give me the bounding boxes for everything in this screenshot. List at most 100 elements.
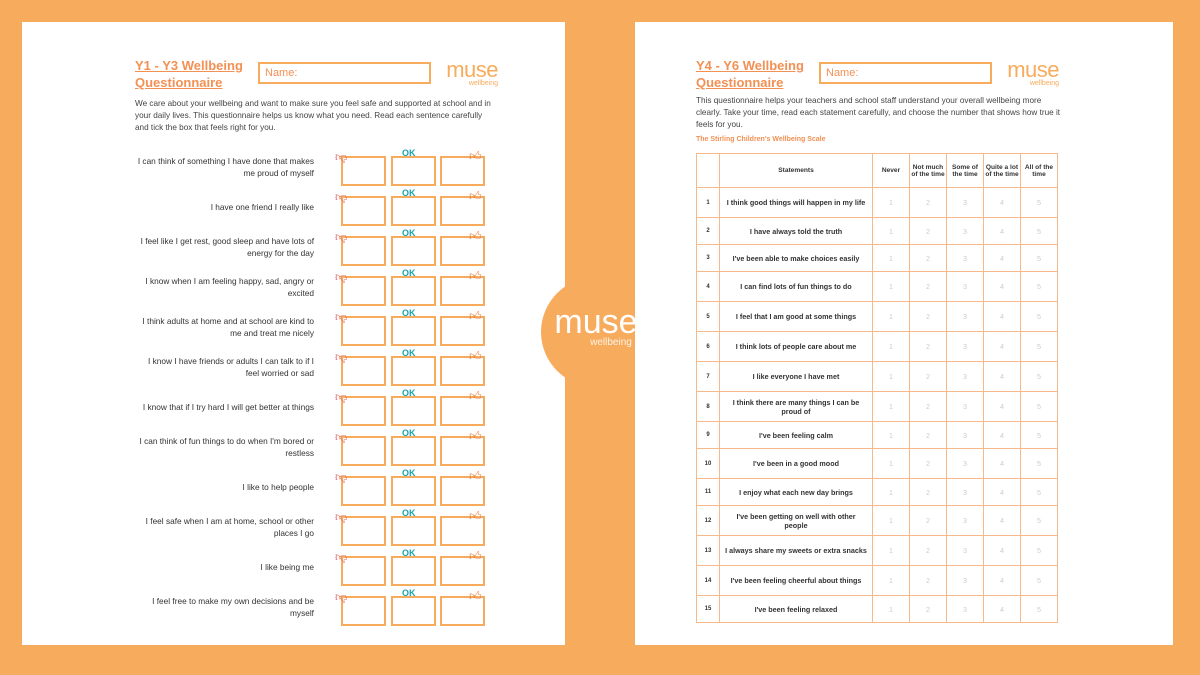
score-option[interactable]: 3 (946, 187, 984, 218)
score-option[interactable]: 4 (983, 478, 1021, 506)
score-option[interactable]: 1 (872, 448, 910, 479)
ok-checkbox[interactable] (391, 396, 436, 426)
disagree-checkbox[interactable] (341, 476, 386, 506)
disagree-checkbox[interactable] (341, 556, 386, 586)
score-option[interactable]: 5 (1020, 331, 1058, 362)
score-option[interactable]: 1 (872, 361, 910, 392)
score-option[interactable]: 3 (946, 244, 984, 272)
disagree-checkbox[interactable] (341, 156, 386, 186)
score-option[interactable]: 3 (946, 217, 984, 245)
score-option[interactable]: 1 (872, 217, 910, 245)
score-option[interactable]: 3 (946, 421, 984, 449)
score-option[interactable]: 5 (1020, 505, 1058, 536)
score-option[interactable]: 2 (909, 448, 947, 479)
score-option[interactable]: 3 (946, 505, 984, 536)
score-option[interactable]: 2 (909, 478, 947, 506)
score-option[interactable]: 2 (909, 331, 947, 362)
score-option[interactable]: 1 (872, 595, 910, 623)
score-option[interactable]: 2 (909, 391, 947, 422)
score-option[interactable]: 3 (946, 331, 984, 362)
agree-checkbox[interactable] (440, 236, 485, 266)
score-option[interactable]: 3 (946, 595, 984, 623)
score-option[interactable]: 5 (1020, 478, 1058, 506)
disagree-checkbox[interactable] (341, 356, 386, 386)
score-option[interactable]: 3 (946, 391, 984, 422)
score-option[interactable]: 5 (1020, 271, 1058, 302)
score-option[interactable]: 4 (983, 331, 1021, 362)
score-option[interactable]: 4 (983, 361, 1021, 392)
disagree-checkbox[interactable] (341, 596, 386, 626)
score-option[interactable]: 5 (1020, 244, 1058, 272)
score-option[interactable]: 3 (946, 271, 984, 302)
score-option[interactable]: 2 (909, 244, 947, 272)
ok-checkbox[interactable] (391, 316, 436, 346)
ok-checkbox[interactable] (391, 196, 436, 226)
agree-checkbox[interactable] (440, 556, 485, 586)
disagree-checkbox[interactable] (341, 316, 386, 346)
ok-checkbox[interactable] (391, 596, 436, 626)
score-option[interactable]: 4 (983, 565, 1021, 596)
score-option[interactable]: 5 (1020, 565, 1058, 596)
score-option[interactable]: 3 (946, 448, 984, 479)
score-option[interactable]: 1 (872, 535, 910, 566)
score-option[interactable]: 1 (872, 331, 910, 362)
agree-checkbox[interactable] (440, 396, 485, 426)
score-option[interactable]: 5 (1020, 535, 1058, 566)
score-option[interactable]: 5 (1020, 187, 1058, 218)
score-option[interactable]: 1 (872, 187, 910, 218)
score-option[interactable]: 5 (1020, 361, 1058, 392)
score-option[interactable]: 1 (872, 271, 910, 302)
score-option[interactable]: 4 (983, 217, 1021, 245)
score-option[interactable]: 1 (872, 565, 910, 596)
score-option[interactable]: 5 (1020, 217, 1058, 245)
agree-checkbox[interactable] (440, 436, 485, 466)
score-option[interactable]: 3 (946, 301, 984, 332)
score-option[interactable]: 5 (1020, 421, 1058, 449)
ok-checkbox[interactable] (391, 236, 436, 266)
score-option[interactable]: 5 (1020, 301, 1058, 332)
score-option[interactable]: 1 (872, 391, 910, 422)
score-option[interactable]: 4 (983, 535, 1021, 566)
score-option[interactable]: 2 (909, 595, 947, 623)
score-option[interactable]: 4 (983, 301, 1021, 332)
score-option[interactable]: 2 (909, 505, 947, 536)
agree-checkbox[interactable] (440, 476, 485, 506)
score-option[interactable]: 5 (1020, 595, 1058, 623)
disagree-checkbox[interactable] (341, 436, 386, 466)
score-option[interactable]: 4 (983, 505, 1021, 536)
score-option[interactable]: 1 (872, 478, 910, 506)
score-option[interactable]: 4 (983, 271, 1021, 302)
score-option[interactable]: 2 (909, 535, 947, 566)
disagree-checkbox[interactable] (341, 276, 386, 306)
agree-checkbox[interactable] (440, 196, 485, 226)
score-option[interactable]: 5 (1020, 391, 1058, 422)
name-field[interactable]: Name: (819, 62, 992, 84)
score-option[interactable]: 4 (983, 448, 1021, 479)
score-option[interactable]: 2 (909, 361, 947, 392)
ok-checkbox[interactable] (391, 276, 436, 306)
score-option[interactable]: 2 (909, 187, 947, 218)
ok-checkbox[interactable] (391, 156, 436, 186)
score-option[interactable]: 2 (909, 565, 947, 596)
disagree-checkbox[interactable] (341, 396, 386, 426)
agree-checkbox[interactable] (440, 156, 485, 186)
score-option[interactable]: 4 (983, 391, 1021, 422)
score-option[interactable]: 3 (946, 565, 984, 596)
ok-checkbox[interactable] (391, 356, 436, 386)
score-option[interactable]: 3 (946, 361, 984, 392)
agree-checkbox[interactable] (440, 516, 485, 546)
agree-checkbox[interactable] (440, 596, 485, 626)
disagree-checkbox[interactable] (341, 236, 386, 266)
score-option[interactable]: 1 (872, 505, 910, 536)
score-option[interactable]: 1 (872, 244, 910, 272)
score-option[interactable]: 3 (946, 478, 984, 506)
name-field[interactable]: Name: (258, 62, 431, 84)
score-option[interactable]: 1 (872, 301, 910, 332)
score-option[interactable]: 4 (983, 421, 1021, 449)
disagree-checkbox[interactable] (341, 516, 386, 546)
score-option[interactable]: 2 (909, 421, 947, 449)
agree-checkbox[interactable] (440, 356, 485, 386)
score-option[interactable]: 5 (1020, 448, 1058, 479)
agree-checkbox[interactable] (440, 276, 485, 306)
disagree-checkbox[interactable] (341, 196, 386, 226)
